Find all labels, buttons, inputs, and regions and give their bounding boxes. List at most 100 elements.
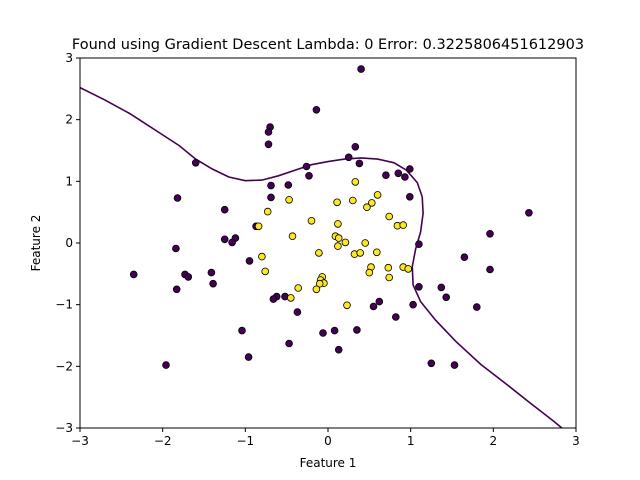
data-point-class-0 — [375, 297, 384, 306]
decision-boundary-layer — [80, 86, 563, 428]
y-axis: −3 −2 −1 0 1 2 3 — [55, 51, 80, 435]
data-point-class-0 — [293, 308, 302, 316]
data-point-class-0 — [351, 143, 360, 151]
data-point-class-0 — [382, 171, 390, 180]
data-point-class-0 — [305, 172, 313, 180]
y-tick-label: −1 — [55, 298, 73, 312]
data-point-class-0 — [460, 253, 469, 262]
data-point-class-0 — [285, 339, 293, 348]
data-point-class-1 — [365, 268, 374, 277]
x-tick-label: −1 — [236, 434, 254, 448]
data-point-class-1 — [288, 232, 297, 241]
y-tick-label: 0 — [65, 236, 73, 250]
data-point-class-0 — [409, 300, 417, 309]
data-point-class-0 — [450, 361, 459, 369]
y-tick-label: 1 — [65, 174, 73, 188]
data-point-class-0 — [245, 257, 254, 265]
data-point-class-1 — [333, 198, 341, 207]
data-point-class-1 — [285, 196, 293, 204]
data-point-class-0 — [191, 159, 200, 167]
data-point-class-1 — [334, 234, 343, 242]
data-point-class-0 — [472, 303, 481, 311]
data-point-class-1 — [384, 263, 393, 272]
x-tick-label: 3 — [572, 434, 580, 448]
data-point-class-1 — [343, 301, 351, 310]
data-point-class-0 — [353, 326, 361, 334]
data-point-class-1 — [307, 217, 316, 225]
data-point-class-0 — [302, 162, 311, 171]
data-point-class-0 — [172, 285, 181, 294]
data-point-class-0 — [267, 181, 275, 190]
data-point-class-0 — [405, 193, 414, 201]
data-point-class-1 — [404, 265, 413, 273]
data-point-class-0 — [344, 153, 353, 162]
points-layer — [129, 65, 533, 369]
data-point-class-1 — [258, 252, 266, 261]
data-point-class-1 — [361, 239, 370, 247]
data-point-class-0 — [244, 353, 253, 361]
data-point-class-0 — [264, 140, 273, 149]
data-point-class-0 — [209, 279, 217, 288]
data-point-class-0 — [355, 159, 364, 168]
data-point-class-0 — [207, 268, 216, 277]
data-point-class-0 — [162, 361, 170, 369]
data-point-class-0 — [369, 302, 378, 311]
data-point-class-1 — [348, 196, 357, 205]
data-point-class-0 — [129, 270, 138, 279]
data-point-class-0 — [415, 282, 423, 291]
y-tick-label: −3 — [55, 421, 73, 435]
x-tick-label: 2 — [490, 434, 498, 448]
data-point-class-1 — [315, 279, 324, 288]
data-point-class-1 — [254, 222, 263, 231]
x-axis: −3 −2 −1 0 1 2 3 — [71, 428, 580, 448]
data-point-class-0 — [267, 193, 275, 202]
data-point-class-1 — [363, 203, 371, 212]
y-axis-label: Feature 2 — [29, 215, 43, 272]
data-point-class-0 — [486, 230, 494, 238]
data-point-class-0 — [228, 238, 236, 247]
plot-area — [80, 65, 563, 428]
data-point-class-0 — [330, 326, 339, 335]
data-point-class-1 — [385, 273, 394, 282]
y-tick-label: 3 — [65, 51, 73, 65]
x-axis-label: Feature 1 — [300, 456, 357, 470]
data-point-class-0 — [172, 244, 180, 253]
data-point-class-1 — [263, 207, 272, 216]
data-point-class-0 — [184, 273, 193, 281]
data-point-class-0 — [486, 265, 494, 274]
data-point-class-0 — [220, 235, 229, 244]
data-point-class-0 — [264, 128, 273, 136]
x-tick-label: −2 — [154, 434, 172, 448]
x-tick-label: −3 — [71, 434, 89, 448]
data-point-class-1 — [286, 294, 295, 302]
data-point-class-0 — [312, 106, 321, 114]
data-point-class-0 — [284, 181, 293, 189]
data-point-class-1 — [294, 284, 303, 292]
data-point-class-1 — [367, 199, 376, 207]
data-point-class-1 — [315, 249, 323, 257]
data-point-class-1 — [351, 178, 360, 186]
data-point-class-1 — [385, 212, 394, 221]
data-point-class-0 — [442, 293, 451, 302]
data-point-class-0 — [238, 326, 246, 335]
data-point-class-0 — [437, 283, 446, 292]
data-point-class-0 — [401, 173, 409, 181]
decision-boundary-line — [80, 86, 563, 428]
data-point-class-1 — [356, 249, 365, 257]
data-point-class-0 — [334, 345, 343, 354]
chart-title: Found using Gradient Descent Lambda: 0 E… — [72, 37, 584, 53]
data-point-class-1 — [334, 220, 342, 228]
data-point-class-0 — [525, 209, 533, 217]
data-point-class-0 — [394, 169, 403, 178]
data-point-class-0 — [415, 240, 423, 249]
data-point-class-0 — [405, 165, 414, 173]
data-point-class-0 — [220, 205, 229, 214]
data-point-class-1 — [399, 221, 408, 229]
data-point-class-1 — [312, 285, 321, 294]
data-point-class-1 — [261, 267, 270, 276]
data-point-class-1 — [373, 191, 382, 199]
x-tick-label: 0 — [324, 434, 332, 448]
data-point-class-1 — [334, 242, 342, 250]
